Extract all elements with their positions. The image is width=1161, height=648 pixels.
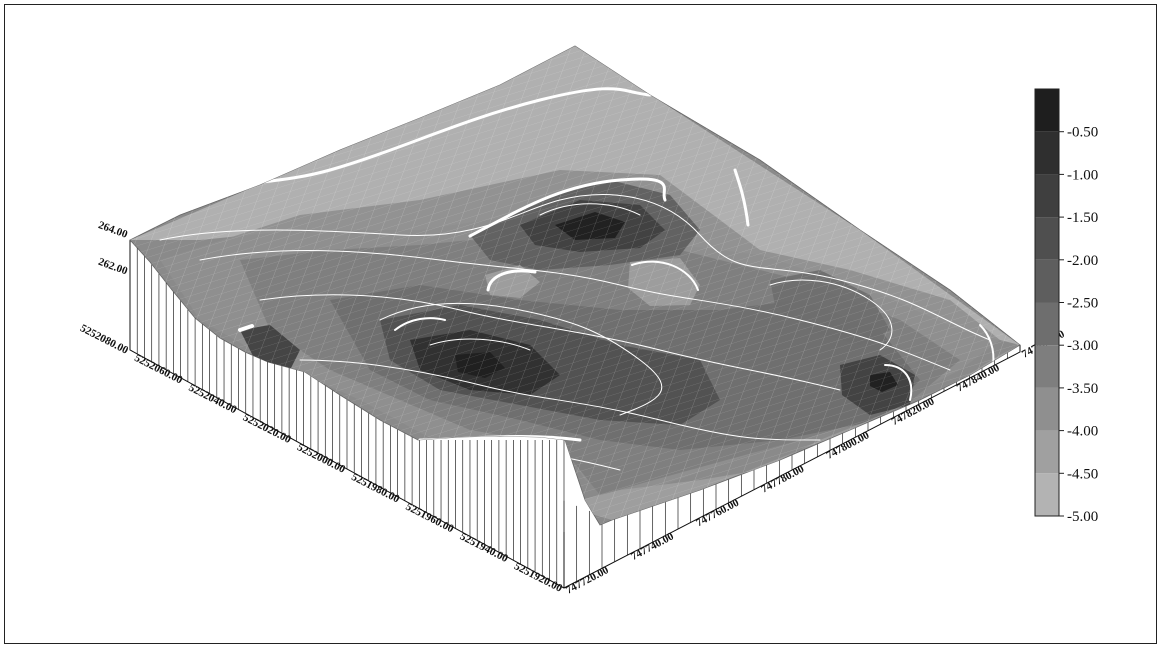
x-tick-label: 747780.00	[759, 463, 806, 496]
y-tick-label: 5252060.00	[132, 352, 184, 387]
legend-label: -3.50	[1067, 381, 1098, 397]
legend-swatch	[1035, 131, 1059, 175]
contour-line	[259, 294, 841, 391]
legend-label: -1.00	[1067, 167, 1098, 183]
contour-line	[468, 177, 667, 238]
y-tick-label: 5251980.00	[349, 471, 401, 506]
legend-swatch	[1035, 430, 1059, 474]
y-tick-label: 5252020.00	[241, 412, 293, 447]
contour-line	[486, 269, 537, 292]
legend-label: -2.00	[1067, 253, 1098, 269]
legend-label: -0.50	[1067, 125, 1098, 141]
legend-label: -4.00	[1067, 424, 1098, 440]
contour-line	[539, 203, 641, 216]
legend-swatch	[1035, 174, 1059, 218]
legend-swatch	[1035, 259, 1059, 303]
x-tick-label: 747760.00	[694, 496, 741, 529]
legend-label: -5.00	[1067, 509, 1098, 525]
legend-swatch	[1035, 89, 1059, 132]
legend-swatch	[1035, 302, 1059, 346]
z-tick-label: 262.00	[97, 256, 130, 278]
y-tick-label: 5252080.00	[78, 322, 130, 357]
legend-label: -2.50	[1067, 296, 1098, 312]
contour-line	[299, 359, 821, 441]
contour-line	[884, 364, 913, 401]
contour-line	[238, 324, 254, 332]
contour-line	[429, 338, 531, 351]
contour-line	[159, 194, 991, 341]
color-scale-legend: -0.50 -1.00 -1.50 -2.00 -2.50 -3.00 -3.50 -4.00…	[1034, 88, 1098, 525]
left-wall-fill	[130, 240, 600, 588]
contour-line	[631, 260, 699, 291]
legend-swatch	[1035, 217, 1059, 260]
z-tick-label: 264.00	[97, 219, 130, 241]
contour-line	[733, 168, 750, 227]
legend-label: -4.50	[1067, 466, 1098, 482]
legend-label: -3.00	[1067, 338, 1098, 354]
contour-line	[199, 250, 951, 371]
legend-swatch	[1035, 473, 1059, 516]
legend-label: -1.50	[1067, 210, 1098, 226]
legend-swatch	[1035, 387, 1059, 431]
contour-line	[379, 302, 663, 416]
contour-line	[769, 279, 893, 351]
legend-swatch	[1035, 345, 1059, 388]
contour-line	[394, 317, 446, 331]
